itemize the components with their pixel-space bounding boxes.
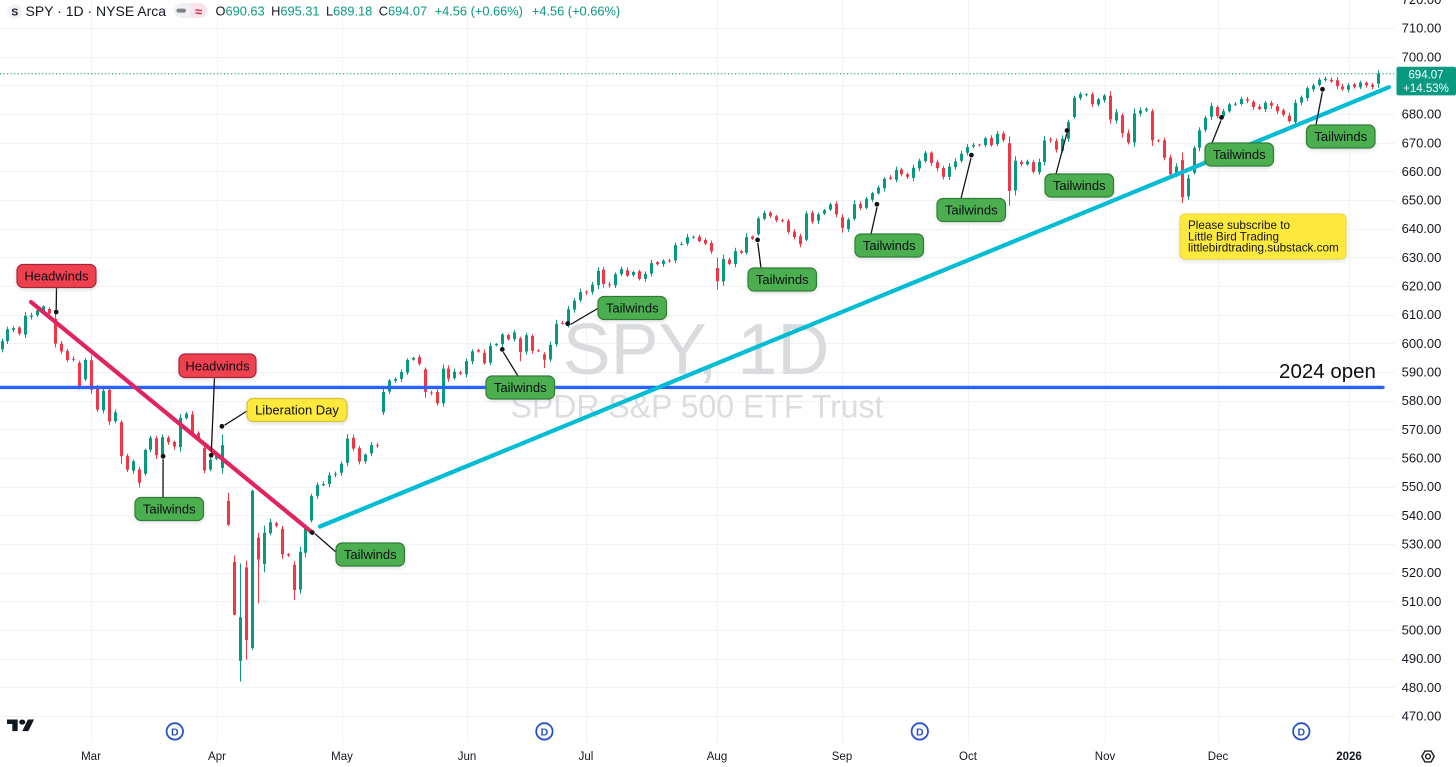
svg-text:520.00: 520.00: [1402, 565, 1442, 580]
svg-text:Tailwinds: Tailwinds: [344, 547, 397, 562]
svg-text:710.00: 710.00: [1402, 21, 1442, 36]
svg-text:Dec: Dec: [1208, 751, 1229, 763]
svg-text:Nov: Nov: [1095, 751, 1116, 763]
svg-text:D: D: [541, 726, 549, 738]
svg-text:S: S: [11, 6, 18, 18]
svg-text:Tailwinds: Tailwinds: [1213, 147, 1266, 162]
svg-text:Oct: Oct: [959, 751, 978, 763]
svg-text:2024 open: 2024 open: [1279, 360, 1376, 383]
svg-text:580.00: 580.00: [1402, 393, 1442, 408]
svg-text:Sep: Sep: [832, 751, 852, 763]
svg-text:SPY, 1D: SPY, 1D: [563, 310, 830, 390]
svg-text:Little Bird Trading: Little Bird Trading: [1188, 230, 1279, 243]
svg-text:SPY · 1D · NYSE Arca: SPY · 1D · NYSE Arca: [26, 3, 167, 19]
svg-text:570.00: 570.00: [1402, 422, 1442, 437]
svg-text:610.00: 610.00: [1402, 307, 1442, 322]
svg-text:2026: 2026: [1336, 751, 1362, 763]
svg-text:680.00: 680.00: [1402, 107, 1442, 122]
svg-text:littlebirdtrading.substack.com: littlebirdtrading.substack.com: [1188, 242, 1339, 255]
svg-text:Please subscribe to: Please subscribe to: [1188, 219, 1290, 232]
svg-text:Liberation Day: Liberation Day: [255, 403, 339, 418]
svg-text:540.00: 540.00: [1402, 508, 1442, 523]
svg-text:510.00: 510.00: [1402, 594, 1442, 609]
svg-text:Apr: Apr: [208, 751, 226, 763]
svg-text:Headwinds: Headwinds: [24, 269, 89, 284]
svg-text:490.00: 490.00: [1402, 651, 1442, 666]
svg-text:630.00: 630.00: [1402, 250, 1442, 265]
svg-text:640.00: 640.00: [1402, 221, 1442, 236]
svg-text:Jun: Jun: [458, 751, 477, 763]
svg-text:May: May: [331, 751, 353, 763]
svg-text:Tailwinds: Tailwinds: [756, 272, 809, 287]
svg-text:Jul: Jul: [579, 751, 594, 763]
svg-text:670.00: 670.00: [1402, 135, 1442, 150]
svg-text:700.00: 700.00: [1402, 49, 1442, 64]
svg-text:D: D: [171, 726, 179, 738]
svg-text:470.00: 470.00: [1402, 708, 1442, 723]
svg-text:694.07: 694.07: [1408, 70, 1443, 82]
svg-text:560.00: 560.00: [1402, 451, 1442, 466]
svg-text:480.00: 480.00: [1402, 680, 1442, 695]
svg-text:620.00: 620.00: [1402, 279, 1442, 294]
svg-text:≈: ≈: [195, 4, 202, 19]
svg-text:Tailwinds: Tailwinds: [1314, 129, 1367, 144]
svg-text:Tailwinds: Tailwinds: [863, 238, 916, 253]
svg-text:+14.53%: +14.53%: [1403, 83, 1449, 95]
svg-text:Aug: Aug: [707, 751, 727, 763]
svg-text:600.00: 600.00: [1402, 336, 1442, 351]
svg-text:500.00: 500.00: [1402, 622, 1442, 637]
svg-text:Tailwinds: Tailwinds: [945, 203, 998, 218]
svg-text:550.00: 550.00: [1402, 479, 1442, 494]
svg-text:SPDR S&P 500 ETF Trust: SPDR S&P 500 ETF Trust: [511, 389, 884, 425]
svg-text:Headwinds: Headwinds: [185, 358, 250, 373]
svg-text:D: D: [1298, 726, 1306, 738]
svg-text:590.00: 590.00: [1402, 365, 1442, 380]
svg-text:Tailwinds: Tailwinds: [1053, 178, 1106, 193]
svg-text:720.00: 720.00: [1402, 0, 1442, 7]
svg-text:Tailwinds: Tailwinds: [494, 380, 547, 395]
svg-text:Tailwinds: Tailwinds: [606, 301, 659, 316]
svg-text:D: D: [916, 726, 924, 738]
svg-text:660.00: 660.00: [1402, 164, 1442, 179]
svg-text:650.00: 650.00: [1402, 193, 1442, 208]
svg-text:Mar: Mar: [81, 751, 101, 763]
svg-text:530.00: 530.00: [1402, 537, 1442, 552]
svg-text:Tailwinds: Tailwinds: [143, 502, 196, 517]
